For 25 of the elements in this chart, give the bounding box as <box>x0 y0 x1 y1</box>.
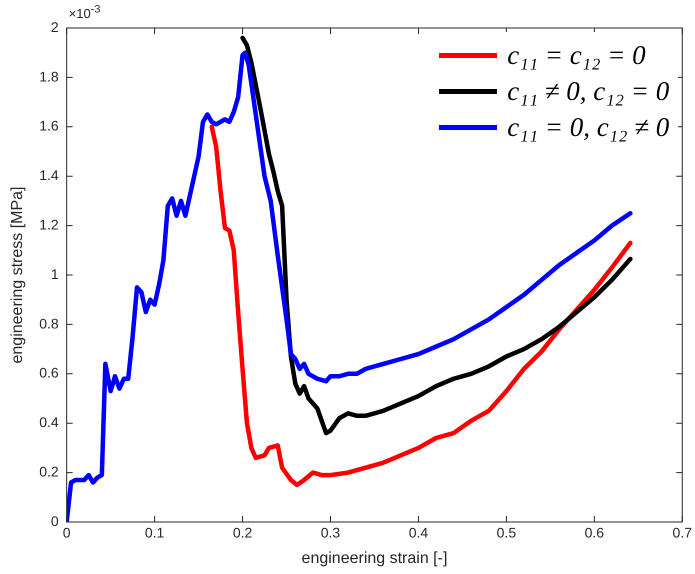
y-tick-label: 1.8 <box>39 68 59 84</box>
x-tick-label: 0.1 <box>144 524 165 540</box>
y-tick-label: 1.2 <box>39 216 59 232</box>
y-tick-label: 0.4 <box>39 414 59 430</box>
x-tick-label: 0 <box>62 524 71 540</box>
legend-label: c₁₁ = 0, c₁₂ ≠ 0 <box>507 112 670 142</box>
text: ×10$^{-3}$ <box>68 4 100 22</box>
y-tick-label: 1.4 <box>39 167 59 184</box>
x-tick-label: 0.6 <box>584 524 604 540</box>
x-tick-label: 0.4 <box>408 524 428 540</box>
x-tick-label: 0.5 <box>496 524 516 540</box>
x-axis-title: engineering strain [-] <box>302 550 448 567</box>
y-tick-label: 1 <box>50 266 59 282</box>
legend-label: c₁₁ ≠ 0, c₁₂ = 0 <box>507 76 670 106</box>
x-tick-label: 0.7 <box>672 524 692 540</box>
y-tick-label: 0.2 <box>39 463 59 480</box>
y-tick-label: 2 <box>50 18 59 35</box>
x-tick-label: 0.2 <box>232 524 252 540</box>
y-axis-title: engineering stress [MPa] <box>9 186 26 364</box>
y-tick-label: 0.8 <box>39 315 59 332</box>
x-tick-label: 0.3 <box>320 524 340 540</box>
legend-label: c₁₁ = c₁₂ = 0 <box>507 40 646 70</box>
y-tick-label: 0 <box>50 512 59 529</box>
y-tick-label: 0.6 <box>39 364 59 381</box>
y-tick-label: 1.6 <box>39 118 59 134</box>
